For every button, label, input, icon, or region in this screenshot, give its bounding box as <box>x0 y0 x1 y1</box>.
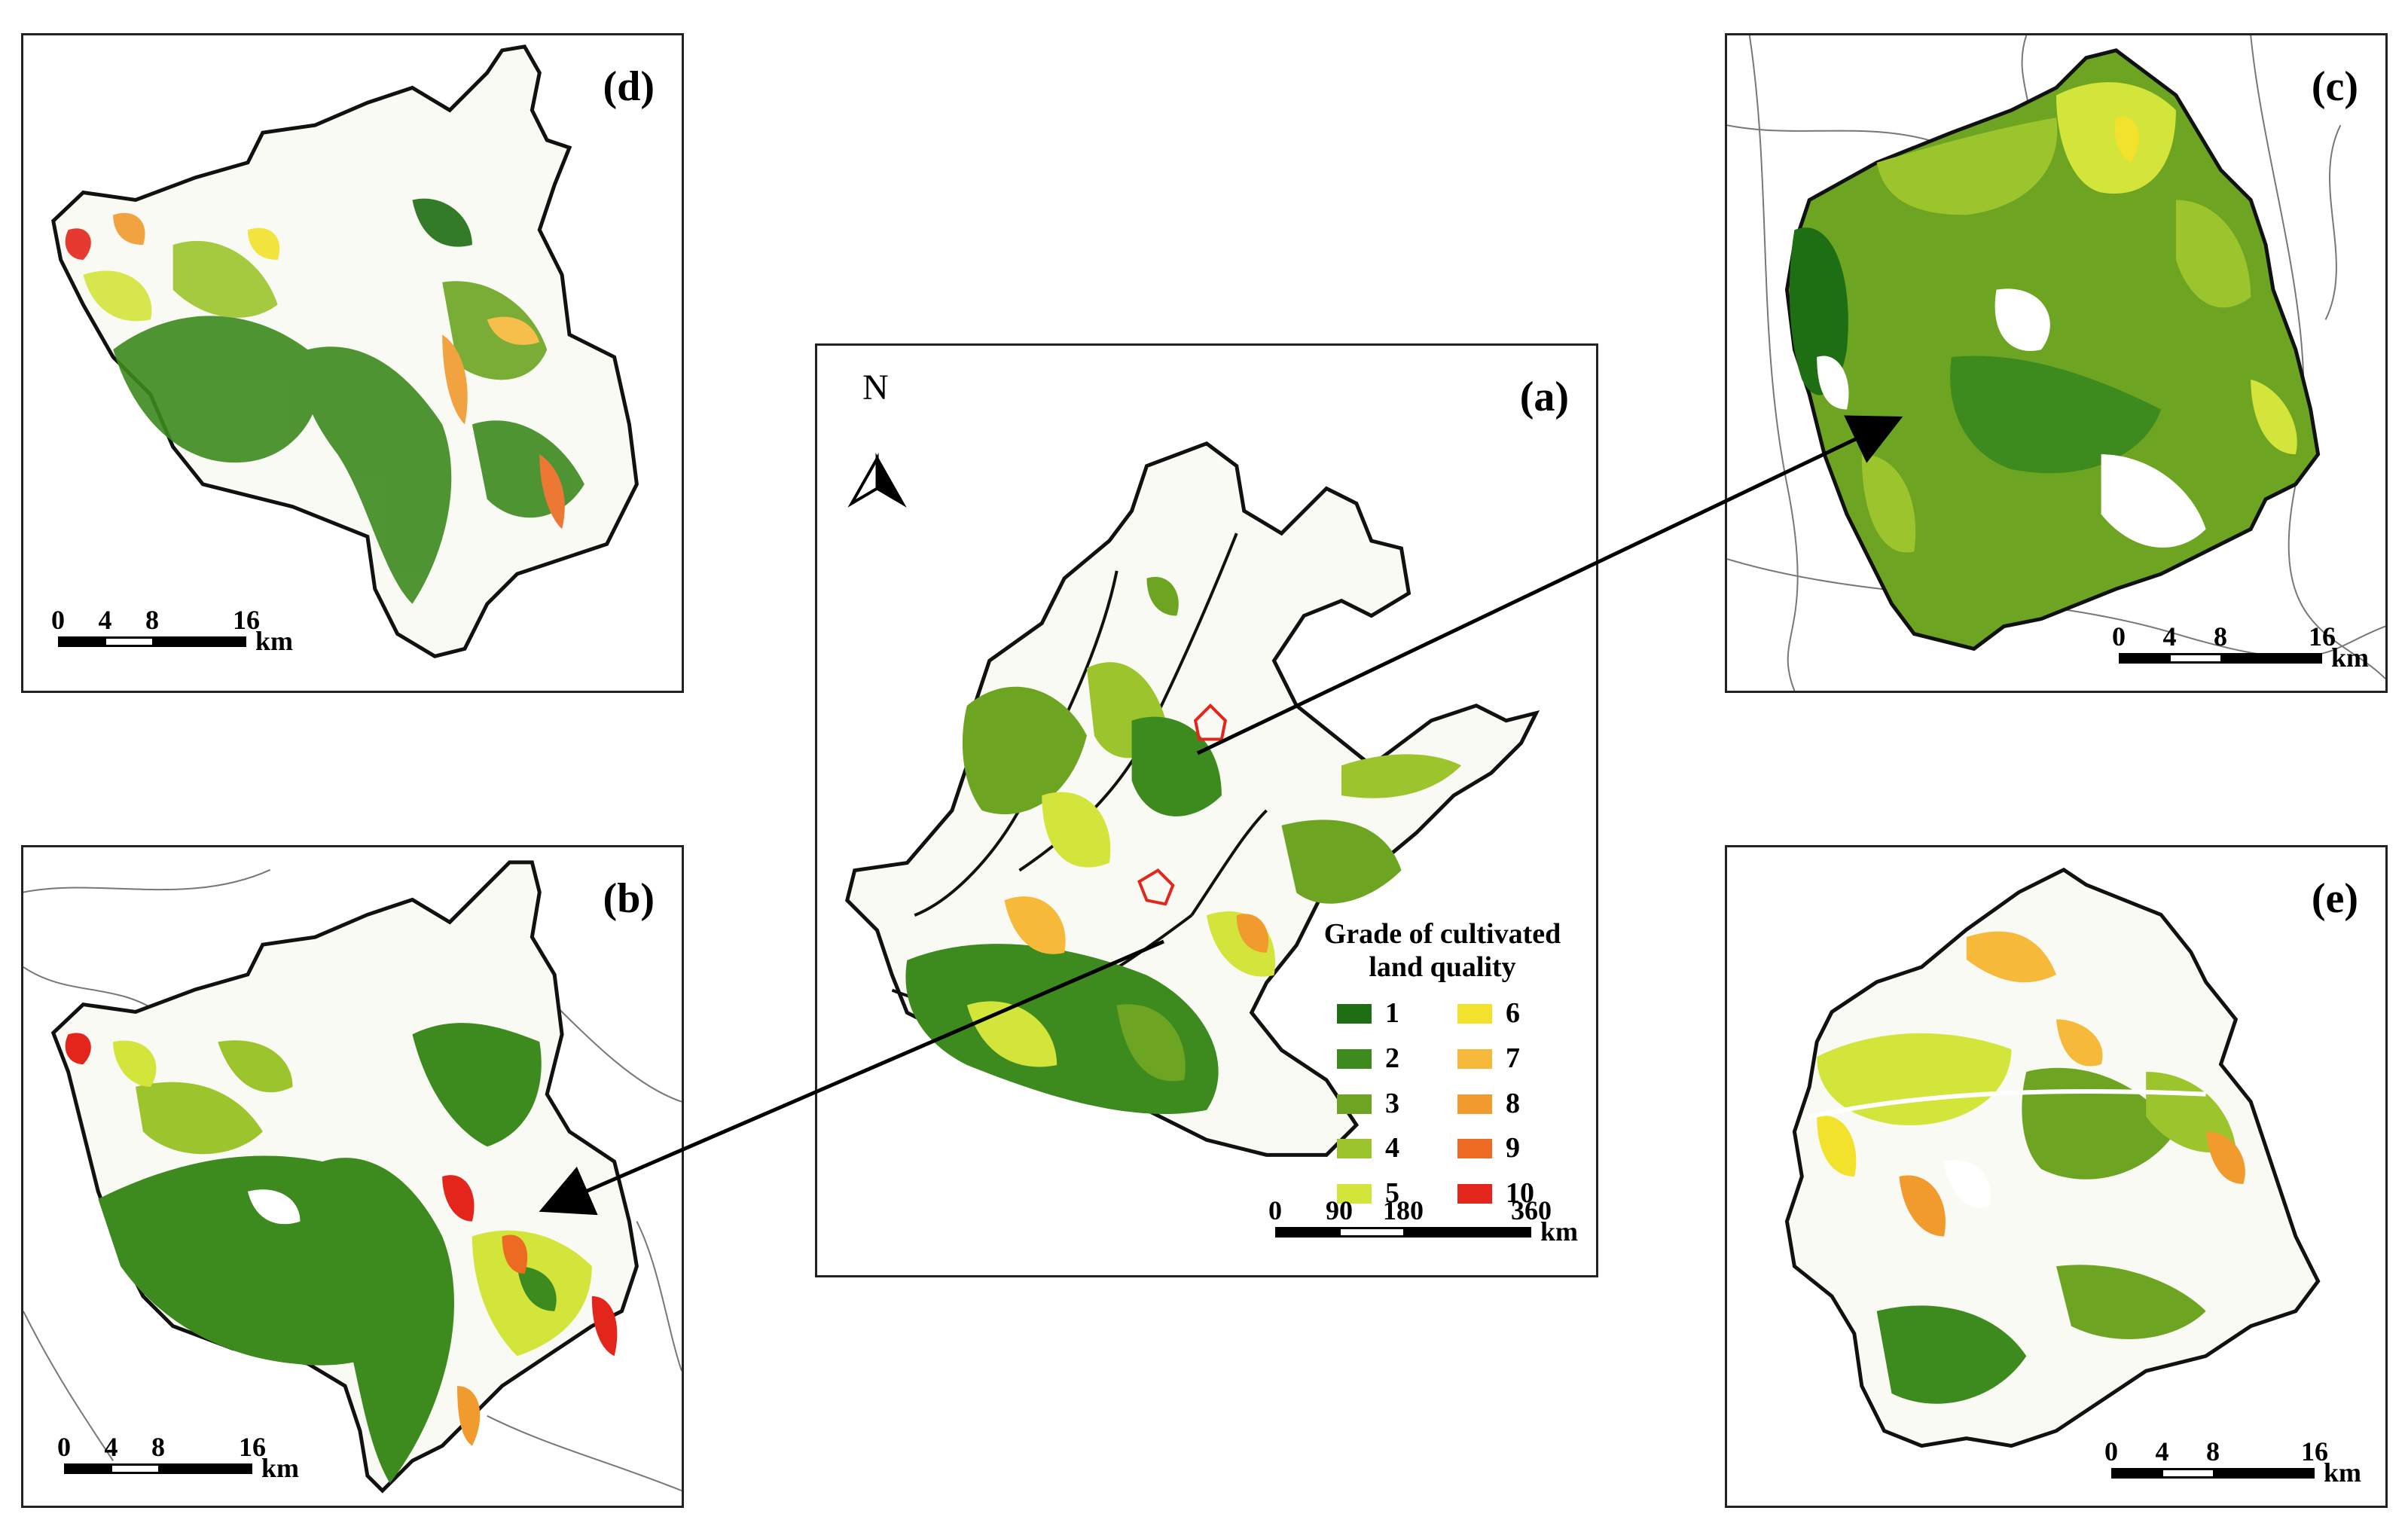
scale-bar <box>2111 1468 2315 1479</box>
legend-grade: 10 <box>1506 1177 1534 1210</box>
legend-swatch <box>1337 1004 1372 1024</box>
legend-grade: 4 <box>1385 1132 1399 1164</box>
legend-item-4: 4 <box>1337 1132 1457 1165</box>
legend-grade: 9 <box>1506 1132 1520 1164</box>
scalebar-c: 0 4 8 16 km <box>2112 621 2369 671</box>
legend-swatch <box>1457 1139 1492 1159</box>
panel-e-map-graphic <box>1784 867 2321 1448</box>
legend-item-7: 7 <box>1457 1042 1578 1076</box>
legend-grade: 3 <box>1385 1087 1399 1119</box>
scale-tick-90: 90 <box>1326 1195 1353 1225</box>
panel-b-label: (b) <box>603 875 655 922</box>
scale-bar <box>64 1463 252 1474</box>
panel-d-map-graphic <box>51 44 639 658</box>
legend-swatch <box>1457 1004 1492 1024</box>
scale-bar <box>2119 653 2322 664</box>
panel-a-map: N (a) Grade of cultivated land quality 1… <box>815 343 1598 1277</box>
scalebar-a: 0 90 180 360 km <box>1268 1195 1578 1245</box>
legend-grade: 8 <box>1506 1087 1520 1119</box>
panel-b-map-graphic <box>23 860 682 1494</box>
panel-c-map: (c) 0 4 8 16 km <box>1725 33 2388 693</box>
legend-item-9: 9 <box>1457 1132 1578 1165</box>
legend-title-line1: Grade of cultivated <box>1323 918 1561 950</box>
scale-tick-4: 4 <box>104 1432 118 1462</box>
panel-d-label: (d) <box>603 63 655 110</box>
scale-tick-4: 4 <box>2155 1436 2169 1466</box>
legend-swatch <box>1337 1183 1372 1204</box>
legend-grade: 6 <box>1506 997 1520 1030</box>
scale-tick-4: 4 <box>2162 621 2177 652</box>
panel-e-map: (e) 0 4 8 16 km <box>1725 845 2388 1508</box>
landuse-patches-c <box>1789 82 2297 553</box>
north-arrow-icon <box>847 453 907 508</box>
panel-b-map: (b) 0 4 8 16 km <box>21 845 684 1508</box>
legend-item-6: 6 <box>1457 997 1578 1030</box>
scalebar-e: 0 4 8 16 km <box>2104 1436 2361 1486</box>
scale-unit: km <box>2324 1457 2362 1488</box>
scalebar-b: 0 4 8 16 km <box>57 1432 299 1482</box>
panel-a-label: (a) <box>1519 374 1569 420</box>
scale-tick-0: 0 <box>57 1432 71 1462</box>
legend-item-5: 5 <box>1337 1177 1457 1210</box>
scale-tick-0: 0 <box>1268 1195 1282 1225</box>
scale-tick-0: 0 <box>2112 621 2126 652</box>
scale-tick-4: 4 <box>98 605 112 635</box>
scale-tick-0: 0 <box>51 605 65 635</box>
legend-swatch <box>1457 1183 1492 1204</box>
scale-tick-16: 16 <box>2309 621 2336 652</box>
north-label: N <box>862 368 889 407</box>
legend-swatch <box>1337 1048 1372 1069</box>
legend-items: 1 6 2 7 3 8 4 9 5 10 <box>1337 997 1578 1210</box>
legend-grade: 5 <box>1385 1177 1399 1210</box>
panel-c-map-graphic <box>1727 35 2385 691</box>
legend-item-3: 3 <box>1337 1088 1457 1121</box>
legend-swatch <box>1337 1094 1372 1114</box>
legend-item-2: 2 <box>1337 1042 1457 1076</box>
scale-tick-16: 16 <box>2301 1436 2328 1466</box>
legend-grade: 1 <box>1385 997 1399 1030</box>
scale-tick-8: 8 <box>145 605 159 635</box>
legend-item-8: 8 <box>1457 1088 1578 1121</box>
scale-tick-180: 180 <box>1383 1195 1424 1225</box>
scale-tick-8: 8 <box>2214 621 2227 652</box>
landuse-patches-d <box>65 198 584 604</box>
legend-grade: 7 <box>1506 1042 1520 1075</box>
panel-e-label: (e) <box>2311 875 2358 922</box>
scale-unit: km <box>1540 1216 1579 1247</box>
landuse-patches-b <box>65 1023 618 1484</box>
landuse-patches-e <box>1808 931 2245 1404</box>
scale-unit: km <box>261 1453 300 1483</box>
legend-item-1: 1 <box>1337 997 1457 1030</box>
legend-swatch <box>1457 1048 1492 1069</box>
legend-item-10: 10 <box>1457 1177 1578 1210</box>
scale-tick-360: 360 <box>1511 1195 1552 1225</box>
panel-d-map: (d) 0 4 8 16 km <box>21 33 684 693</box>
scale-tick-16: 16 <box>239 1432 266 1462</box>
legend-swatch <box>1457 1094 1492 1114</box>
legend-grade: 2 <box>1385 1042 1399 1075</box>
scale-unit: km <box>2331 642 2370 673</box>
legend: Grade of cultivated land quality 1 6 2 7… <box>1307 918 1578 1210</box>
scalebar-d: 0 4 8 16 km <box>51 605 293 655</box>
panel-c-label: (c) <box>2311 63 2358 110</box>
scale-tick-16: 16 <box>233 605 260 635</box>
legend-title-line2: land quality <box>1369 951 1516 983</box>
scale-unit: km <box>255 626 294 656</box>
scale-bar <box>58 636 246 647</box>
scale-tick-8: 8 <box>2206 1436 2220 1466</box>
scale-tick-0: 0 <box>2104 1436 2118 1466</box>
legend-swatch <box>1337 1139 1372 1159</box>
scale-tick-8: 8 <box>151 1432 165 1462</box>
scale-bar <box>1275 1227 1531 1238</box>
